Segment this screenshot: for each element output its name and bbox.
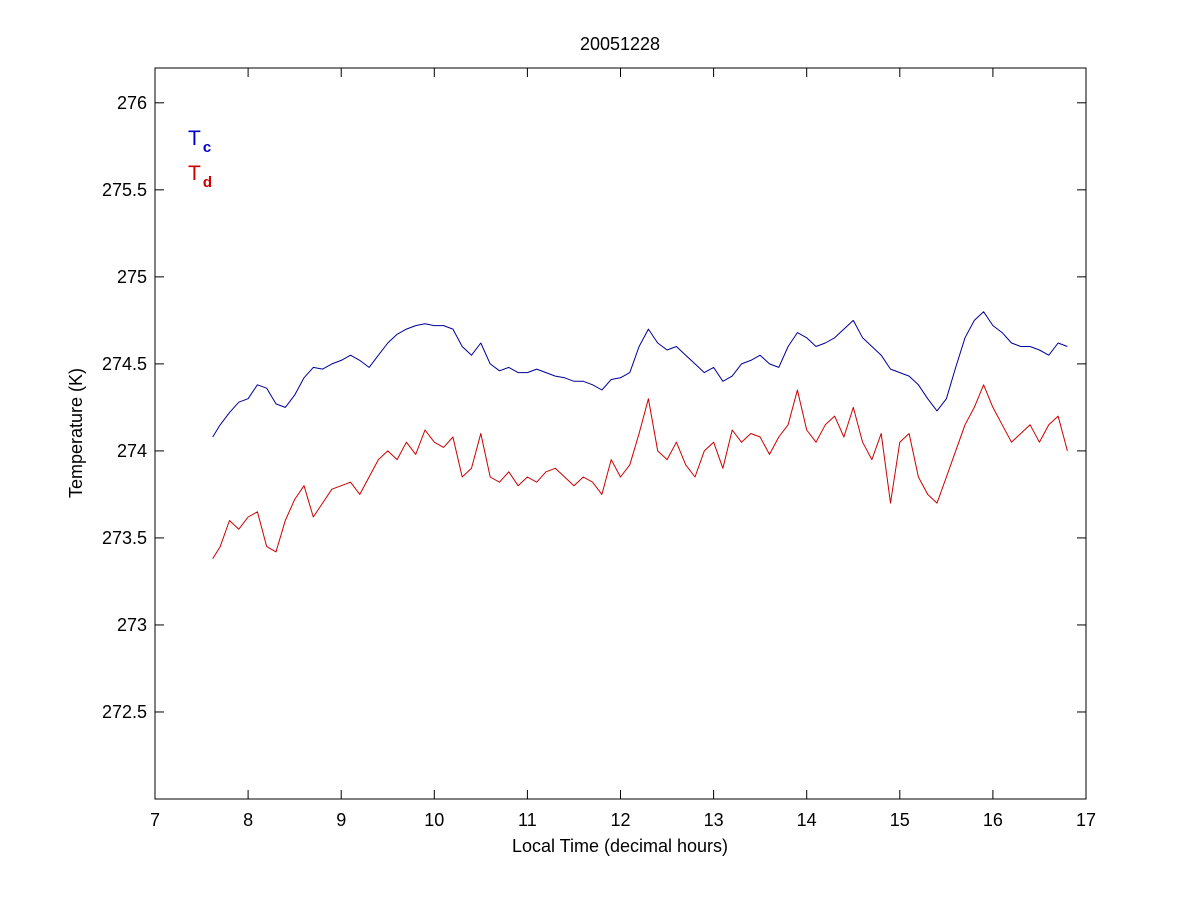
chart-title: 20051228 bbox=[580, 34, 660, 54]
series-line-1 bbox=[212, 311, 1068, 438]
x-tick-label: 7 bbox=[150, 810, 160, 830]
y-tick-label: 272.5 bbox=[102, 702, 147, 722]
x-tick-label: 13 bbox=[704, 810, 724, 830]
y-tick-label: 273.5 bbox=[102, 528, 147, 548]
y-tick-label: 274.5 bbox=[102, 354, 147, 374]
x-tick-label: 11 bbox=[518, 810, 537, 830]
y-tick-label: 275 bbox=[117, 267, 147, 287]
y-axis: 272.5 273 273.5 274 274.5 275 275.5 276 bbox=[102, 93, 1086, 722]
x-tick-label: 14 bbox=[797, 810, 817, 830]
y-tick-label: 273 bbox=[117, 615, 147, 635]
x-axis: 7 8 9 10 11 12 13 14 15 16 17 bbox=[150, 68, 1096, 830]
y-tick-label: 275.5 bbox=[102, 180, 147, 200]
x-tick-label: 10 bbox=[424, 810, 444, 830]
x-axis-title: Local Time (decimal hours) bbox=[512, 836, 728, 856]
x-tick-label: 8 bbox=[243, 810, 253, 830]
x-tick-label: 17 bbox=[1076, 810, 1096, 830]
x-tick-label: 12 bbox=[610, 810, 630, 830]
x-tick-label: 15 bbox=[890, 810, 910, 830]
x-tick-label: 9 bbox=[336, 810, 346, 830]
series-layer bbox=[212, 311, 1068, 560]
y-tick-label: 276 bbox=[117, 93, 147, 113]
series-line-2 bbox=[212, 384, 1068, 560]
y-tick-label: 274 bbox=[117, 441, 147, 461]
y-axis-title: Temperature (K) bbox=[66, 368, 86, 498]
x-tick-label: 16 bbox=[983, 810, 1003, 830]
